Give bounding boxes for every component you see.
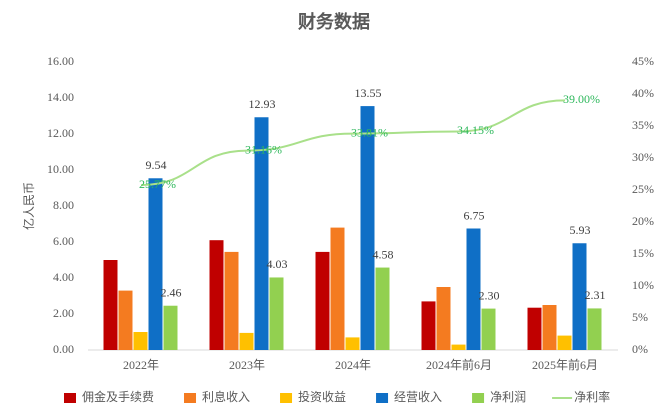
legend-label: 投资收益 [298,389,346,404]
legend-label: 佣金及手续费 [82,389,154,404]
bar [269,277,284,350]
y-tick-label: 6.00 [53,234,74,248]
bar [436,287,451,350]
y2-tick-label: 45% [632,54,654,68]
value-label: 12.93 [249,97,276,111]
value-label: 2.46 [161,285,182,299]
legend-swatch [280,393,293,403]
legend-swatch [64,393,76,403]
legend-label: 利息收入 [202,389,250,404]
y-axis-label: 亿人民币 [21,182,36,230]
bar [345,337,360,350]
bar [542,305,557,350]
bar [254,117,269,350]
y-tick-label: 8.00 [53,198,74,212]
bar [163,305,178,350]
value-label: 4.03 [267,257,288,271]
legend-label: 净利率 [574,389,610,404]
bar [557,335,572,350]
bar [587,308,602,350]
bar [133,332,148,350]
y2-tick-label: 10% [632,278,654,292]
y-tick-label: 12.00 [47,126,74,140]
bar [451,344,466,350]
bar [315,251,330,350]
bar [572,243,587,350]
point-label: 39.00% [563,92,600,106]
legend-swatch [184,393,197,403]
legend-label: 经营收入 [394,390,442,404]
y-tick-label: 16.00 [47,54,74,68]
x-tick-label: 2023年 [229,358,265,372]
value-label: 5.93 [570,223,591,237]
bar [466,228,481,350]
bar [360,106,375,350]
x-tick-label: 2022年 [123,358,159,372]
y2-tick-label: 30% [632,150,654,164]
y2-tick-label: 15% [632,246,654,260]
y2-tick-label: 25% [632,182,654,196]
y2-tick-label: 5% [632,310,648,324]
y-tick-label: 4.00 [53,270,74,284]
value-label: 13.55 [355,86,382,100]
value-label: 4.58 [373,247,394,261]
bar [118,290,133,350]
bar [481,308,496,350]
point-label: 33.81% [351,125,388,139]
y2-tick-label: 0% [632,342,648,356]
point-label: 34.15% [457,123,494,137]
y2-tick-label: 40% [632,86,654,100]
x-tick-label: 2024年 [335,358,371,372]
bar [421,301,436,350]
x-tick-label: 2024年前6月 [426,357,492,372]
y-tick-label: 10.00 [47,162,74,176]
bar [103,260,118,350]
bar [330,227,345,350]
y-tick-label: 14.00 [47,90,74,104]
value-label: 2.31 [585,288,606,302]
value-label: 2.30 [479,288,500,302]
value-label: 6.75 [464,208,485,222]
legend-swatch [376,393,389,403]
legend-swatch [472,393,485,403]
bar [148,178,163,350]
legend-label: 净利润 [490,390,526,404]
bar [527,307,542,350]
bar [209,240,224,350]
bar [239,332,254,350]
chart-title: 财务数据 [298,11,370,32]
y2-tick-label: 20% [632,214,654,228]
y-tick-label: 0.00 [53,342,74,356]
y-tick-label: 2.00 [53,306,74,320]
x-tick-label: 2025年前6月 [532,357,598,372]
bar [224,251,239,350]
bar [375,267,390,350]
line [140,99,566,187]
value-label: 9.54 [146,158,167,172]
y2-tick-label: 35% [632,118,654,132]
point-label: 25.77% [139,177,176,191]
point-label: 31.16% [245,142,282,156]
